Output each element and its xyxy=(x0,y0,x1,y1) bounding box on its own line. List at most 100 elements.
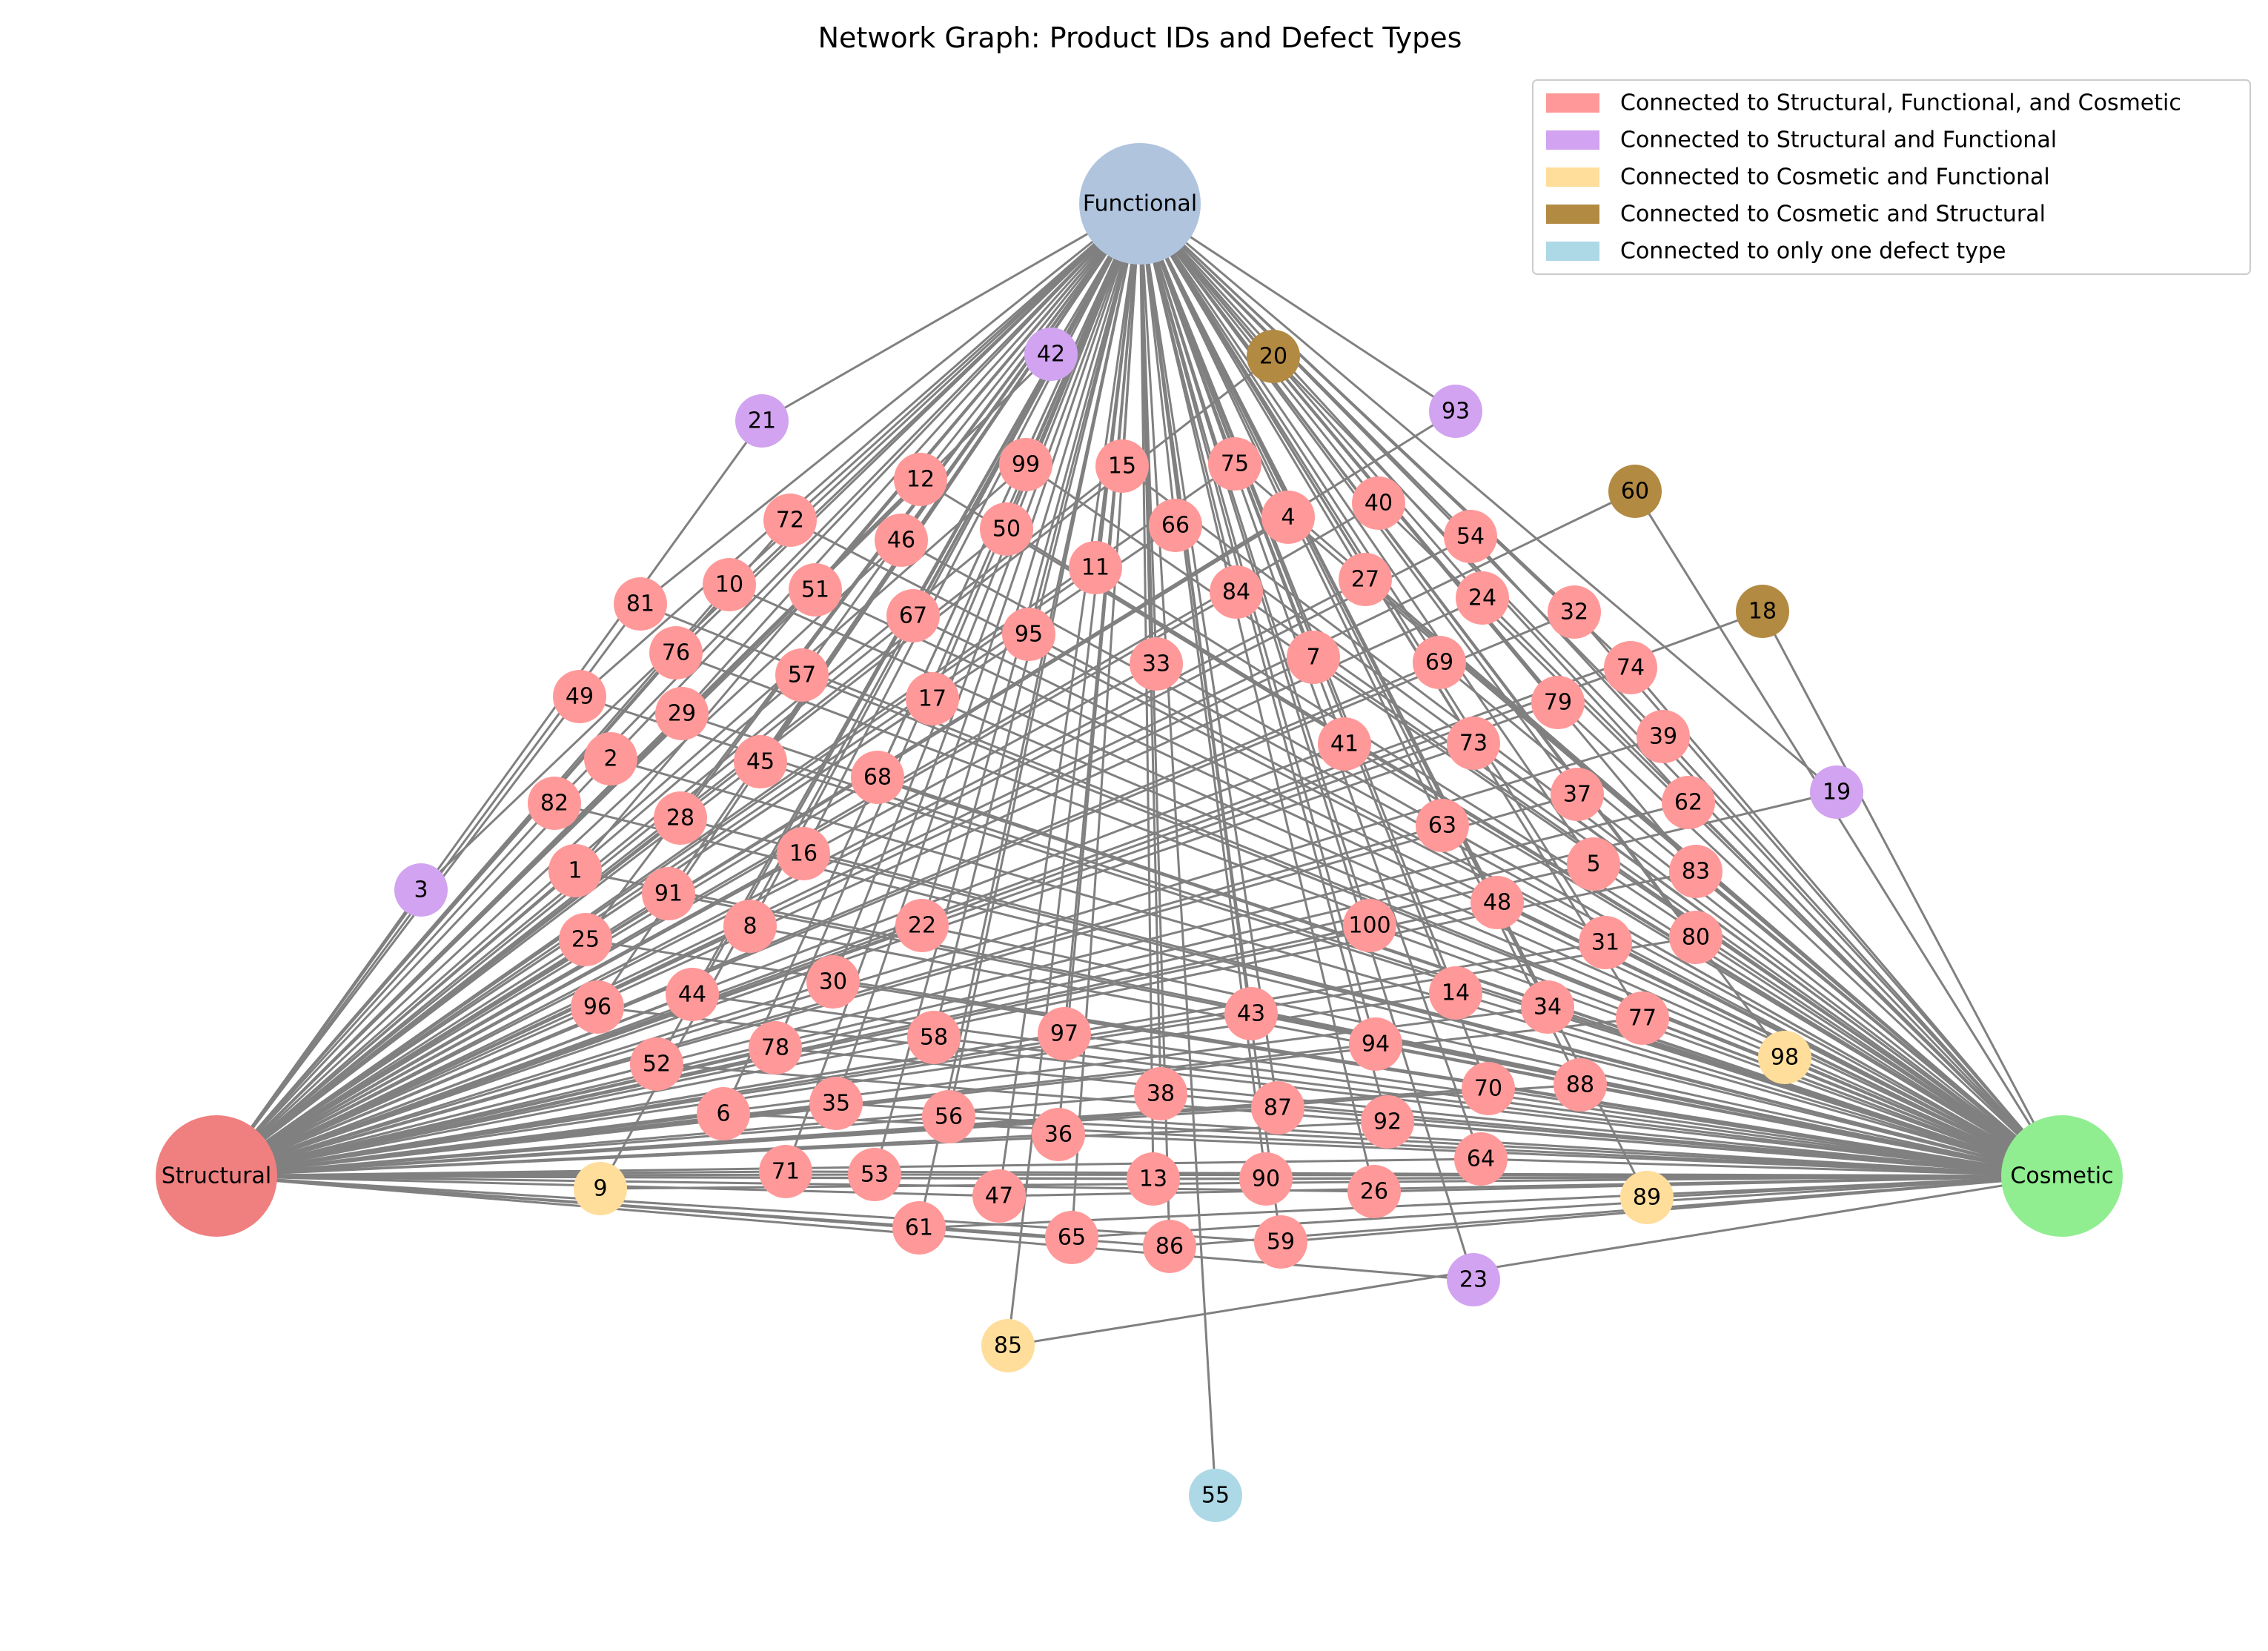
product-node-label-91: 91 xyxy=(654,881,683,907)
product-node-21: 21 xyxy=(735,394,789,448)
product-node-91: 91 xyxy=(642,867,695,920)
edge-cosmetic-96 xyxy=(597,1006,2063,1177)
product-node-83: 83 xyxy=(1669,845,1722,898)
legend-swatch-1 xyxy=(1546,130,1599,150)
product-node-66: 66 xyxy=(1149,499,1202,552)
legend: Connected to Structural, Functional, and… xyxy=(1532,79,2251,275)
product-node-circle-64 xyxy=(1454,1132,1508,1186)
product-node-label-48: 48 xyxy=(1483,890,1511,916)
product-node-circle-65 xyxy=(1045,1211,1098,1264)
edge-functional-21 xyxy=(761,202,1141,422)
product-node-circle-17 xyxy=(906,672,959,725)
product-node-label-42: 42 xyxy=(1037,342,1065,368)
product-node-circle-45 xyxy=(734,735,787,788)
product-node-circle-20 xyxy=(1247,330,1300,383)
product-node-55: 55 xyxy=(1189,1469,1242,1522)
edge-functional-87 xyxy=(1138,203,1279,1109)
product-node-88: 88 xyxy=(1554,1058,1607,1112)
product-node-label-41: 41 xyxy=(1330,731,1359,757)
product-node-label-90: 90 xyxy=(1252,1166,1280,1192)
product-node-circle-31 xyxy=(1579,916,1632,969)
edge-functional-57 xyxy=(800,203,1141,676)
edge-functional-93 xyxy=(1139,202,1456,413)
product-node-label-60: 60 xyxy=(1621,479,1649,505)
product-node-circle-21 xyxy=(735,394,789,448)
edge-cosmetic-36 xyxy=(1058,1133,2063,1177)
product-node-85: 85 xyxy=(981,1319,1035,1372)
product-node-95: 95 xyxy=(1002,608,1055,661)
product-node-label-85: 85 xyxy=(994,1333,1022,1359)
edge-cosmetic-62 xyxy=(1687,801,2063,1177)
edge-cosmetic-99 xyxy=(1025,463,2063,1177)
product-node-label-46: 46 xyxy=(887,528,915,554)
product-node-circle-51 xyxy=(789,563,842,617)
product-node-label-77: 77 xyxy=(1628,1006,1657,1032)
product-node-label-7: 7 xyxy=(1306,645,1320,671)
product-node-37: 37 xyxy=(1551,768,1604,821)
product-node-4: 4 xyxy=(1261,491,1315,544)
product-node-label-5: 5 xyxy=(1586,851,1600,877)
edge-cosmetic-63 xyxy=(1442,824,2063,1177)
edge-cosmetic-79 xyxy=(1556,701,2063,1177)
product-node-label-84: 84 xyxy=(1222,579,1250,605)
product-node-label-55: 55 xyxy=(1201,1483,1230,1509)
product-node-label-73: 73 xyxy=(1459,731,1488,757)
product-node-label-62: 62 xyxy=(1674,790,1702,816)
edge-functional-47 xyxy=(998,203,1141,1197)
product-node-circle-52 xyxy=(630,1037,683,1091)
product-node-circle-40 xyxy=(1352,476,1405,530)
product-node-circle-68 xyxy=(851,751,904,804)
product-node-46: 46 xyxy=(875,514,928,567)
edge-functional-89 xyxy=(1138,203,1648,1198)
edge-cosmetic-65 xyxy=(1071,1175,2063,1239)
product-node-label-93: 93 xyxy=(1442,399,1470,425)
product-node-label-49: 49 xyxy=(566,684,594,710)
product-node-label-40: 40 xyxy=(1365,491,1393,516)
product-node-47: 47 xyxy=(972,1169,1026,1223)
product-node-circle-4 xyxy=(1261,491,1315,544)
legend-label-4: Connected to only one defect type xyxy=(1620,239,2006,265)
product-node-circle-24 xyxy=(1456,571,1509,625)
product-node-label-80: 80 xyxy=(1682,925,1710,951)
product-node-label-97: 97 xyxy=(1050,1021,1078,1047)
edge-functional-28 xyxy=(679,203,1141,819)
product-node-circle-97 xyxy=(1038,1007,1091,1060)
product-node-circle-66 xyxy=(1149,499,1202,552)
product-node-label-10: 10 xyxy=(715,572,743,598)
hub-node-label-functional: Functional xyxy=(1083,191,1197,217)
product-node-12: 12 xyxy=(894,453,947,506)
product-node-label-2: 2 xyxy=(603,746,617,772)
edge-structural-96 xyxy=(216,1006,598,1177)
product-node-label-81: 81 xyxy=(626,591,654,617)
product-node-circle-59 xyxy=(1254,1215,1307,1269)
product-node-82: 82 xyxy=(528,777,581,830)
product-node-circle-37 xyxy=(1551,768,1604,821)
product-node-44: 44 xyxy=(666,968,719,1021)
product-node-circle-74 xyxy=(1604,641,1657,694)
edge-cosmetic-72 xyxy=(789,519,2063,1177)
product-node-70: 70 xyxy=(1462,1062,1515,1115)
product-node-label-15: 15 xyxy=(1108,454,1136,479)
product-node-circle-39 xyxy=(1637,710,1690,763)
product-node-53: 53 xyxy=(848,1148,901,1201)
product-node-label-19: 19 xyxy=(1823,780,1851,805)
product-node-label-12: 12 xyxy=(906,467,935,493)
product-node-label-14: 14 xyxy=(1442,980,1470,1006)
hub-node-cosmetic: Cosmetic xyxy=(2001,1115,2123,1237)
product-node-circle-96 xyxy=(571,980,624,1034)
product-node-89: 89 xyxy=(1620,1171,1674,1224)
product-node-circle-25 xyxy=(559,913,612,966)
product-node-label-16: 16 xyxy=(789,841,818,867)
product-node-label-94: 94 xyxy=(1362,1032,1390,1057)
product-node-97: 97 xyxy=(1038,1007,1091,1060)
product-node-71: 71 xyxy=(759,1145,812,1198)
product-node-8: 8 xyxy=(723,900,777,953)
legend-frame xyxy=(1532,79,2251,275)
edge-cosmetic-81 xyxy=(640,602,2063,1177)
edge-functional-16 xyxy=(802,203,1141,854)
product-node-74: 74 xyxy=(1604,641,1657,694)
product-node-label-51: 51 xyxy=(801,577,829,603)
product-node-98: 98 xyxy=(1758,1031,1811,1084)
product-node-29: 29 xyxy=(655,687,709,740)
product-node-label-53: 53 xyxy=(861,1162,889,1188)
